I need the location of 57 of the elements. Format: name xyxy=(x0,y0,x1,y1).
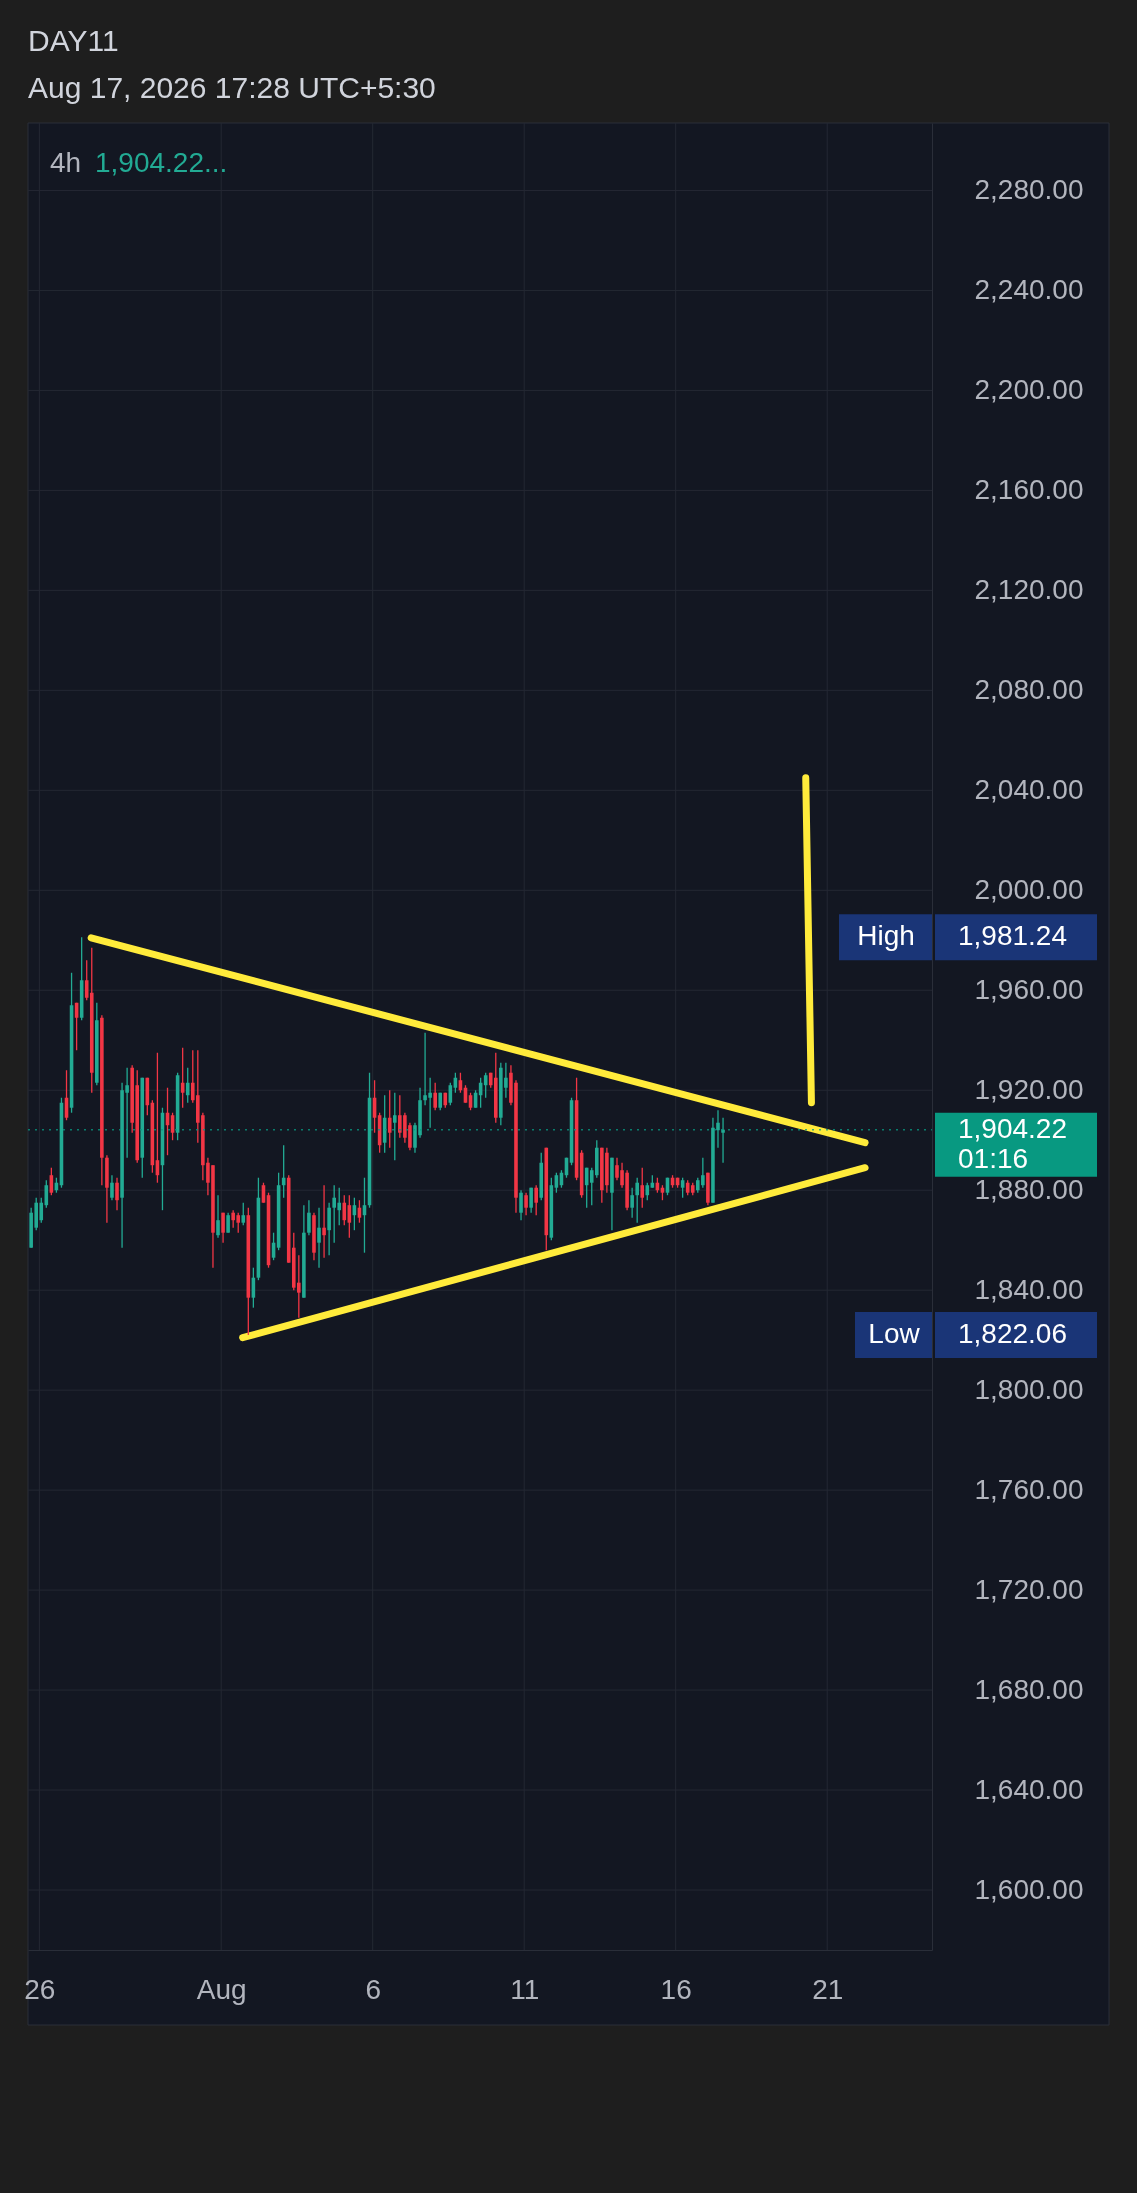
x-tick-label: 6 xyxy=(365,1973,381,2005)
y-tick-label: 1,680.00 xyxy=(974,1673,1084,1705)
chart-subtitle: Aug 17, 2026 17:28 UTC+5:30 xyxy=(28,71,436,104)
y-tick-label: 1,640.00 xyxy=(974,1773,1084,1805)
candlestick xyxy=(226,1212,230,1234)
candlestick xyxy=(387,1089,392,1149)
y-tick-label: 1,880.00 xyxy=(974,1173,1084,1205)
candlestick xyxy=(524,1192,528,1216)
candlestick xyxy=(392,1092,397,1161)
x-tick-label: Aug xyxy=(196,1973,247,2005)
x-tick-label: 26 xyxy=(24,1973,56,2005)
candlestick xyxy=(185,1067,190,1104)
candlestick xyxy=(317,1207,321,1269)
candlestick xyxy=(322,1184,326,1259)
y-tick-label: 2,160.00 xyxy=(974,473,1084,505)
y-tick-label: 2,200.00 xyxy=(974,373,1084,405)
chart-title: DAY11 xyxy=(28,24,119,57)
candlestick xyxy=(241,1202,246,1226)
y-tick-label: 1,920.00 xyxy=(974,1073,1084,1105)
y-tick-label: 1,720.00 xyxy=(974,1573,1084,1605)
annotation: 4h xyxy=(50,147,82,178)
y-tick-label: 1,760.00 xyxy=(974,1473,1084,1505)
y-tick-label: 2,040.00 xyxy=(974,773,1084,805)
candlestick xyxy=(307,1199,311,1236)
annotation: High xyxy=(857,920,915,952)
y-tick-label: 1,840.00 xyxy=(974,1273,1084,1305)
annotation: Low xyxy=(868,1318,921,1350)
x-tick-label: 16 xyxy=(660,1973,692,2005)
candlestick xyxy=(534,1184,538,1216)
candlestick xyxy=(630,1187,634,1219)
y-tick-label: 1,600.00 xyxy=(974,1873,1084,1905)
text: 1,981.24 xyxy=(958,920,1067,952)
candlestick xyxy=(640,1167,645,1209)
y-tick-label: 2,120.00 xyxy=(974,573,1084,605)
candlestick xyxy=(433,1082,437,1111)
y-tick-label: 2,000.00 xyxy=(974,873,1084,905)
candlestick xyxy=(721,1117,725,1164)
ref-line-label: 1,904.22 xyxy=(958,1112,1067,1144)
candlestick xyxy=(216,1194,220,1239)
y-tick-label: 1,960.00 xyxy=(974,973,1084,1005)
text: 1,822.06 xyxy=(958,1318,1067,1350)
text: 01:16 xyxy=(958,1142,1029,1174)
candlestick xyxy=(635,1177,639,1224)
candlestick xyxy=(327,1202,331,1256)
x-tick-label: 21 xyxy=(812,1973,844,2005)
y-tick-label: 1,800.00 xyxy=(974,1373,1084,1405)
annotation: 1,904.22... xyxy=(95,147,228,178)
y-tick-label: 2,080.00 xyxy=(974,673,1084,705)
candlestick xyxy=(342,1194,347,1226)
x-tick-label: 11 xyxy=(510,1973,540,2005)
candlestick xyxy=(221,1212,225,1244)
y-tick-label: 2,240.00 xyxy=(974,273,1084,305)
candlestick xyxy=(519,1189,523,1221)
candlestick xyxy=(529,1187,533,1214)
candlestick xyxy=(115,1177,119,1211)
candlestick xyxy=(110,1174,114,1201)
y-tick-label: 2,280.00 xyxy=(974,173,1084,205)
